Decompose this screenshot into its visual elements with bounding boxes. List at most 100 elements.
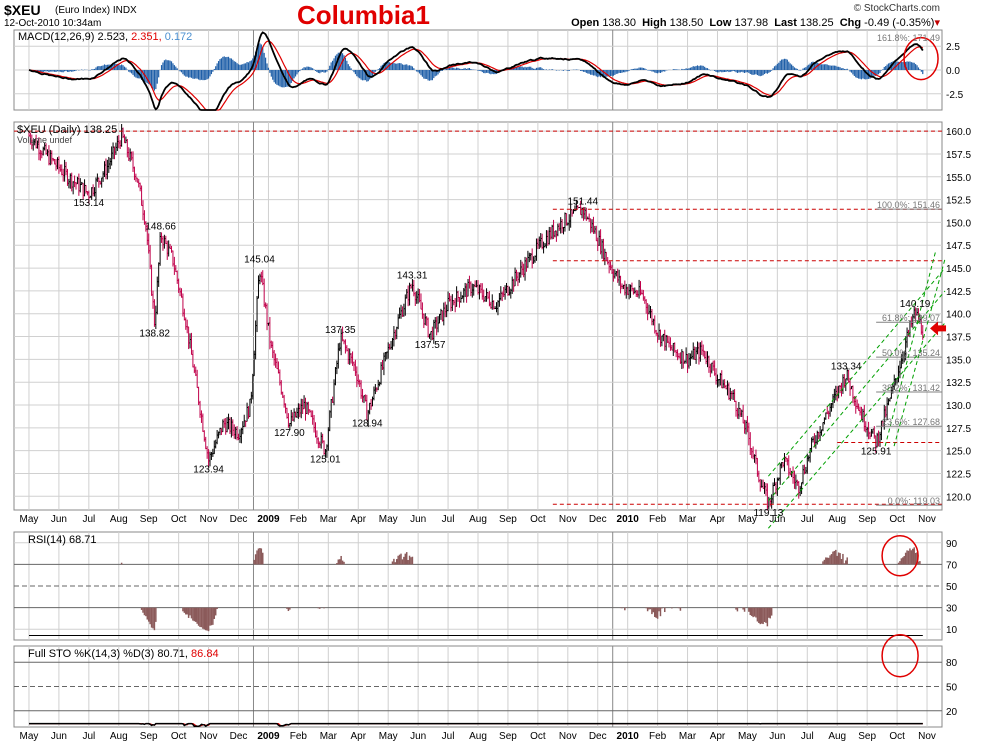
rsi-ytick: 50 bbox=[946, 582, 958, 593]
chg-value: -0.49 (-0.35%) bbox=[864, 17, 935, 29]
price-ytick: 120.0 bbox=[946, 492, 971, 503]
rsi-ytick: 70 bbox=[946, 560, 958, 571]
macd-line bbox=[28, 31, 924, 111]
channel-line bbox=[767, 322, 946, 529]
month-label-top: May bbox=[379, 514, 398, 525]
month-label-top: Oct bbox=[889, 514, 905, 525]
low-value: 137.98 bbox=[734, 17, 769, 29]
price-ytick: 130.0 bbox=[946, 401, 971, 412]
month-label-bottom: Dec bbox=[589, 731, 607, 742]
histogram-value: 0.172 bbox=[165, 31, 193, 43]
stockcharts-credit[interactable]: © StockCharts.com bbox=[853, 3, 940, 14]
chg-label: Chg bbox=[839, 17, 862, 29]
low-label: Low bbox=[709, 17, 732, 29]
month-label-top: Nov bbox=[559, 514, 577, 525]
month-label-bottom: Nov bbox=[559, 731, 577, 742]
open-label: Open bbox=[571, 17, 600, 29]
price-ytick: 125.0 bbox=[946, 447, 971, 458]
month-label-top: Nov bbox=[200, 514, 218, 525]
month-label-top: May bbox=[738, 514, 757, 525]
month-label-bottom: Sep bbox=[499, 731, 517, 742]
rsi-title: RSI(14) 68.71 bbox=[28, 534, 96, 546]
month-label-top: 2010 bbox=[617, 514, 640, 525]
price-ytick: 145.0 bbox=[946, 264, 971, 275]
fib-label: 38.2%: 131.42 bbox=[882, 383, 940, 393]
rsi-ytick: 90 bbox=[946, 539, 958, 550]
macd-ytick: -2.5 bbox=[946, 90, 964, 101]
price-point-label: 119.13 bbox=[753, 508, 783, 519]
month-label-top: Sep bbox=[499, 514, 517, 525]
price-point-label: 145.04 bbox=[244, 255, 275, 266]
month-label-top: Feb bbox=[290, 514, 308, 525]
price-point-label: 125.01 bbox=[310, 455, 341, 466]
down-arrow-icon: ▾ bbox=[934, 17, 940, 29]
month-label-bottom: Nov bbox=[918, 731, 936, 742]
month-label-top: Jun bbox=[769, 514, 785, 525]
price-point-label: 148.66 bbox=[145, 222, 176, 233]
price-ytick: 137.5 bbox=[946, 333, 971, 344]
month-label-top: Apr bbox=[710, 514, 726, 525]
month-label-top: Dec bbox=[230, 514, 248, 525]
month-label-top: Sep bbox=[140, 514, 158, 525]
month-label-bottom: 2009 bbox=[257, 731, 280, 742]
month-label-bottom: Mar bbox=[320, 731, 338, 742]
price-ytick: 142.5 bbox=[946, 287, 971, 298]
month-label-top: Jun bbox=[410, 514, 426, 525]
macd-panel bbox=[28, 31, 939, 111]
open-value: 138.30 bbox=[602, 17, 636, 29]
price-ytick: 135.0 bbox=[946, 355, 971, 366]
month-label-bottom: May bbox=[20, 731, 39, 742]
month-label-top: Aug bbox=[828, 514, 846, 525]
month-label-top: 2009 bbox=[257, 514, 280, 525]
price-ytick: 132.5 bbox=[946, 378, 971, 389]
sto-title: Full STO %K(14,3) %D(3) 80.71, 86.84 bbox=[28, 648, 219, 660]
price-ytick: 122.5 bbox=[946, 469, 971, 480]
month-label-bottom: Apr bbox=[350, 731, 366, 742]
high-value: 138.50 bbox=[669, 17, 704, 29]
price-point-label: 140.19 bbox=[900, 299, 931, 310]
price-point-label: 123.94 bbox=[193, 464, 224, 475]
month-label-bottom: Feb bbox=[649, 731, 667, 742]
symbol-description: (Euro Index) INDX bbox=[55, 5, 137, 16]
month-label-bottom: Nov bbox=[200, 731, 218, 742]
price-panel bbox=[14, 124, 947, 529]
sto-ytick: 80 bbox=[946, 658, 958, 669]
price-point-label: 153.14 bbox=[74, 198, 105, 209]
price-point-label: 143.31 bbox=[397, 270, 428, 281]
month-label-bottom: Aug bbox=[828, 731, 846, 742]
month-label-top: Aug bbox=[110, 514, 128, 525]
month-label-top: Aug bbox=[469, 514, 487, 525]
sto-d-value: 86.84 bbox=[191, 648, 219, 660]
symbol-desc-text: (Euro Index) bbox=[55, 5, 111, 16]
sto-k-line bbox=[29, 722, 923, 728]
price-point-label: 137.35 bbox=[325, 325, 356, 336]
month-label-bottom: 2010 bbox=[617, 731, 640, 742]
month-label-bottom: Jun bbox=[410, 731, 426, 742]
price-title: $XEU (Daily) 138.25 bbox=[17, 124, 117, 136]
symbol: $XEU bbox=[4, 2, 41, 18]
month-label-top: Jul bbox=[442, 514, 455, 525]
red-arrow-icon bbox=[930, 321, 947, 336]
month-label-top: Apr bbox=[350, 514, 366, 525]
month-label-bottom: Oct bbox=[889, 731, 905, 742]
timestamp: 12-Oct-2010 10:34am bbox=[4, 18, 102, 29]
month-label-top: Jul bbox=[82, 514, 95, 525]
rsi-panel bbox=[29, 535, 923, 636]
price-ytick: 157.5 bbox=[946, 150, 971, 161]
fib-label: 100.0%: 151.46 bbox=[877, 200, 940, 210]
month-label-bottom: Jun bbox=[769, 731, 785, 742]
price-point-label: 127.90 bbox=[274, 428, 305, 439]
sto-highlight-circle bbox=[881, 633, 919, 678]
month-label-bottom: Aug bbox=[469, 731, 487, 742]
sto-panel bbox=[29, 633, 923, 728]
last-value: 138.25 bbox=[799, 17, 834, 29]
high-label: High bbox=[642, 17, 667, 29]
month-label-bottom: Sep bbox=[858, 731, 876, 742]
price-point-label: 137.57 bbox=[415, 340, 446, 351]
macd-value: 2.523, bbox=[97, 31, 131, 43]
month-label-bottom: Aug bbox=[110, 731, 128, 742]
macd-title: MACD(12,26,9) 2.523, 2.351, 0.172 bbox=[18, 31, 192, 43]
month-label-bottom: Sep bbox=[140, 731, 158, 742]
fib-label: 23.6%: 127.68 bbox=[882, 417, 940, 427]
channel-line bbox=[884, 249, 937, 447]
